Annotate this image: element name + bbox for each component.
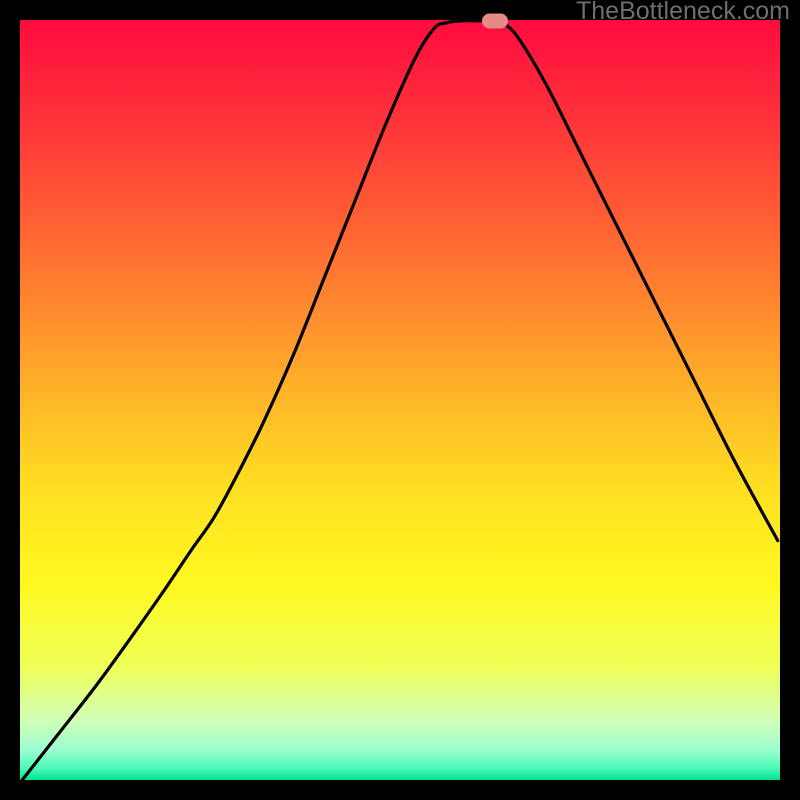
chart-frame: TheBottleneck.com [0, 0, 800, 800]
bottleneck-curve [20, 20, 780, 780]
plot-area [20, 20, 780, 780]
optimal-marker [482, 13, 508, 28]
watermark-text: TheBottleneck.com [576, 0, 790, 26]
